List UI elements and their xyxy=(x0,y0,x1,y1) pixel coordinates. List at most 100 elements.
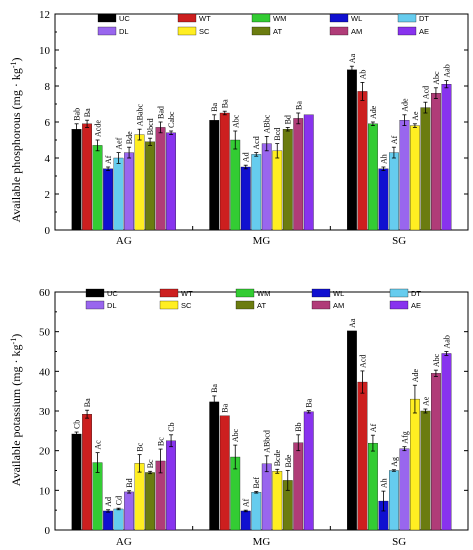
legend-swatch xyxy=(397,26,417,36)
significance-label: Af xyxy=(369,423,378,432)
bar xyxy=(155,127,166,231)
significance-label: Ade xyxy=(411,368,420,382)
legend-label: WT xyxy=(181,289,193,298)
bar xyxy=(261,463,272,531)
significance-label: Abc xyxy=(432,71,441,85)
y-tick-label: 8 xyxy=(45,81,51,93)
y-tick-label: 0 xyxy=(45,225,51,237)
bar xyxy=(261,143,272,231)
significance-label: Ae xyxy=(411,111,420,121)
bar xyxy=(240,510,251,531)
bar xyxy=(410,125,420,231)
legend-label: UC xyxy=(119,14,130,23)
bar xyxy=(71,129,82,231)
bar xyxy=(166,132,176,231)
legend-swatch xyxy=(251,13,271,23)
significance-label: Ad xyxy=(242,152,251,162)
legend-swatch xyxy=(235,300,255,310)
significance-label: Af xyxy=(242,498,251,507)
legend-swatch xyxy=(177,13,197,23)
y-axis-title: Available phosphorous (mg · kg-1) xyxy=(9,57,24,222)
legend-label: WM xyxy=(257,289,270,298)
bar xyxy=(410,398,420,531)
legend-swatch xyxy=(251,26,271,36)
significance-label: Ba xyxy=(221,403,230,412)
bar xyxy=(103,168,113,231)
bar xyxy=(71,433,82,531)
significance-label: Ae xyxy=(421,396,430,406)
bar xyxy=(124,152,134,231)
legend-swatch xyxy=(329,13,349,23)
y-tick-label: 60 xyxy=(39,287,51,299)
bar xyxy=(282,129,293,231)
x-category-label: SG xyxy=(392,235,406,247)
significance-label: ABbc xyxy=(263,114,272,133)
bar xyxy=(357,381,368,531)
significance-label: Bde xyxy=(284,454,293,467)
bar xyxy=(441,84,452,231)
bar xyxy=(103,510,113,531)
significance-label: Bb xyxy=(294,422,303,431)
bar xyxy=(399,120,410,231)
bar xyxy=(420,410,431,531)
significance-label: Bc xyxy=(136,442,145,451)
legend-label: WL xyxy=(351,14,362,23)
significance-label: Ba xyxy=(305,398,314,407)
x-category-label: AG xyxy=(116,536,132,548)
significance-label: Aa xyxy=(348,318,357,328)
legend-label: AT xyxy=(257,301,266,310)
bar xyxy=(303,114,314,231)
bar xyxy=(113,157,124,231)
bar xyxy=(441,353,452,531)
y-tick-label: 30 xyxy=(39,406,51,418)
y-tick-label: 0 xyxy=(45,525,51,537)
bar xyxy=(230,139,241,231)
bar xyxy=(368,123,378,231)
significance-label: Cd xyxy=(115,496,124,505)
bar xyxy=(251,154,262,231)
significance-label: Ba xyxy=(83,398,92,407)
legend-label: DL xyxy=(107,301,117,310)
bar xyxy=(389,470,399,531)
y-tick-label: 6 xyxy=(45,117,51,129)
y-tick-label: 2 xyxy=(45,189,51,201)
bar xyxy=(347,69,357,231)
significance-label: Bde xyxy=(125,131,134,144)
significance-label: Acde xyxy=(94,120,103,137)
legend-swatch xyxy=(235,288,255,298)
y-tick-label: 12 xyxy=(39,9,50,21)
legend-label: AT xyxy=(273,27,282,36)
bar xyxy=(219,415,230,531)
significance-label: Ba xyxy=(210,384,219,393)
legend-label: WL xyxy=(333,289,344,298)
significance-label: Acd xyxy=(358,355,367,368)
significance-label: Bd xyxy=(125,478,134,487)
x-category-label: MG xyxy=(253,235,271,247)
significance-label: Ad xyxy=(104,497,113,507)
bar xyxy=(378,168,389,231)
significance-label: Ba xyxy=(221,99,230,108)
legend-swatch xyxy=(97,13,117,23)
significance-label: Af xyxy=(390,135,399,144)
significance-label: Ade xyxy=(369,105,378,119)
significance-label: Bc xyxy=(146,459,155,468)
legend-swatch xyxy=(159,300,179,310)
significance-label: Abc xyxy=(231,428,240,442)
legend-swatch xyxy=(311,288,331,298)
significance-label: Ac xyxy=(94,440,103,450)
y-tick-label: 40 xyxy=(39,366,51,378)
bar xyxy=(166,440,176,531)
significance-label: Ade xyxy=(400,98,409,112)
significance-label: Ba xyxy=(210,102,219,111)
legend-swatch xyxy=(97,26,117,36)
legend-label: UC xyxy=(107,289,118,298)
chart-panel-2: 0 10 20 30 40 50 60 Available potassium (mg · k… xyxy=(9,287,469,548)
significance-label: Bbcd xyxy=(146,118,155,135)
significance-label: Bcde xyxy=(273,449,282,466)
bar xyxy=(272,150,283,231)
significance-label: Abc xyxy=(231,114,240,128)
significance-label: Ah xyxy=(379,154,388,164)
significance-label: Acd xyxy=(252,136,261,149)
significance-label: Bcd xyxy=(273,128,282,141)
